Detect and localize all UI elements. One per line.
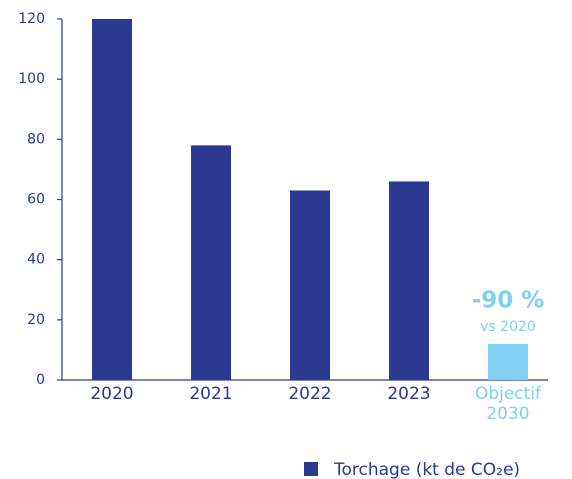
y-tick-label: 80 [27, 131, 45, 147]
x-tick-label: 2023 [387, 384, 431, 404]
y-tick-label: 60 [27, 192, 45, 208]
bar [290, 190, 330, 380]
legend-swatch [304, 462, 318, 476]
annotation: -90 % [472, 288, 545, 314]
legend-label: Torchage (kt de CO₂e) [333, 460, 520, 479]
x-tick-label: 2020 [90, 384, 134, 404]
y-tick-label: 100 [18, 71, 45, 87]
y-tick-label: 120 [18, 11, 45, 27]
y-tick-label: 0 [36, 372, 45, 388]
x-tick-label: 2021 [189, 384, 233, 404]
annotation: vs 2020 [480, 319, 536, 335]
y-tick-label: 40 [27, 252, 45, 268]
bar [191, 145, 231, 380]
x-tick-label: Objectif 2030 [474, 384, 542, 424]
x-tick-label: 2022 [288, 384, 332, 404]
y-tick-label: 20 [27, 312, 45, 328]
bar [92, 19, 132, 380]
bar [389, 181, 429, 380]
bar [488, 343, 528, 380]
